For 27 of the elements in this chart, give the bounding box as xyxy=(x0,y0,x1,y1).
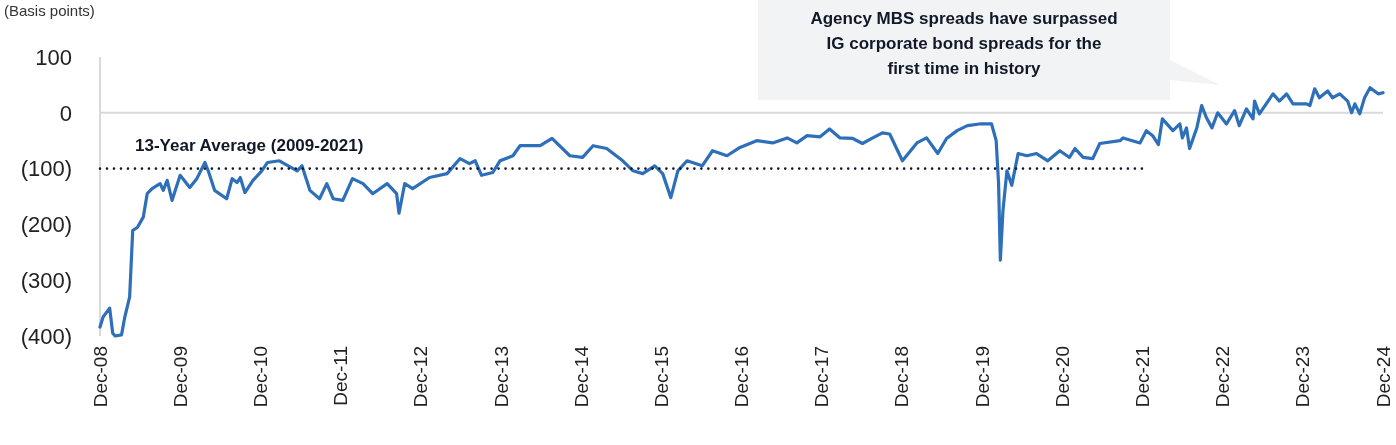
y-tick-label: 100 xyxy=(35,44,72,70)
x-tick-label: Dec-12 xyxy=(410,346,432,408)
x-tick-label: Dec-20 xyxy=(1051,346,1073,408)
line-series xyxy=(98,86,1385,338)
x-tick-label: Dec-08 xyxy=(89,346,111,408)
x-tick-label: Dec-24 xyxy=(1372,345,1394,408)
x-tick-label: Dec-14 xyxy=(570,345,592,408)
y-tick-label: (100) xyxy=(20,156,72,182)
x-tick-label: Dec-23 xyxy=(1292,346,1314,408)
y-tick-label: (200) xyxy=(20,212,72,238)
annotation: Agency MBS spreads have surpassed IG corporate bond spreads for the first time in history xyxy=(810,9,1118,78)
series-label: 13-Year Average (2009-2021) xyxy=(135,135,364,155)
x-tick-label: Dec-17 xyxy=(811,346,833,408)
x-tick-label: Dec-13 xyxy=(490,346,512,408)
y-tick-label: 0 xyxy=(59,100,72,126)
x-tick-label: Dec-10 xyxy=(249,346,271,408)
x-tick-label: Dec-15 xyxy=(650,346,672,408)
y-axis-title: (Basis points) xyxy=(4,2,95,19)
x-tick-label: Dec-18 xyxy=(891,346,913,408)
x-tick-label: Dec-21 xyxy=(1132,346,1154,408)
y-tick-label: (300) xyxy=(20,267,72,293)
x-tick-label: Dec-22 xyxy=(1212,346,1234,408)
x-tick-label: Dec-16 xyxy=(731,346,753,408)
x-tick-label: Dec-19 xyxy=(971,346,993,408)
y-tick-label: (400) xyxy=(20,323,72,349)
x-tick-label: Dec-11 xyxy=(330,346,352,406)
x-tick-label: Dec-09 xyxy=(169,346,191,408)
